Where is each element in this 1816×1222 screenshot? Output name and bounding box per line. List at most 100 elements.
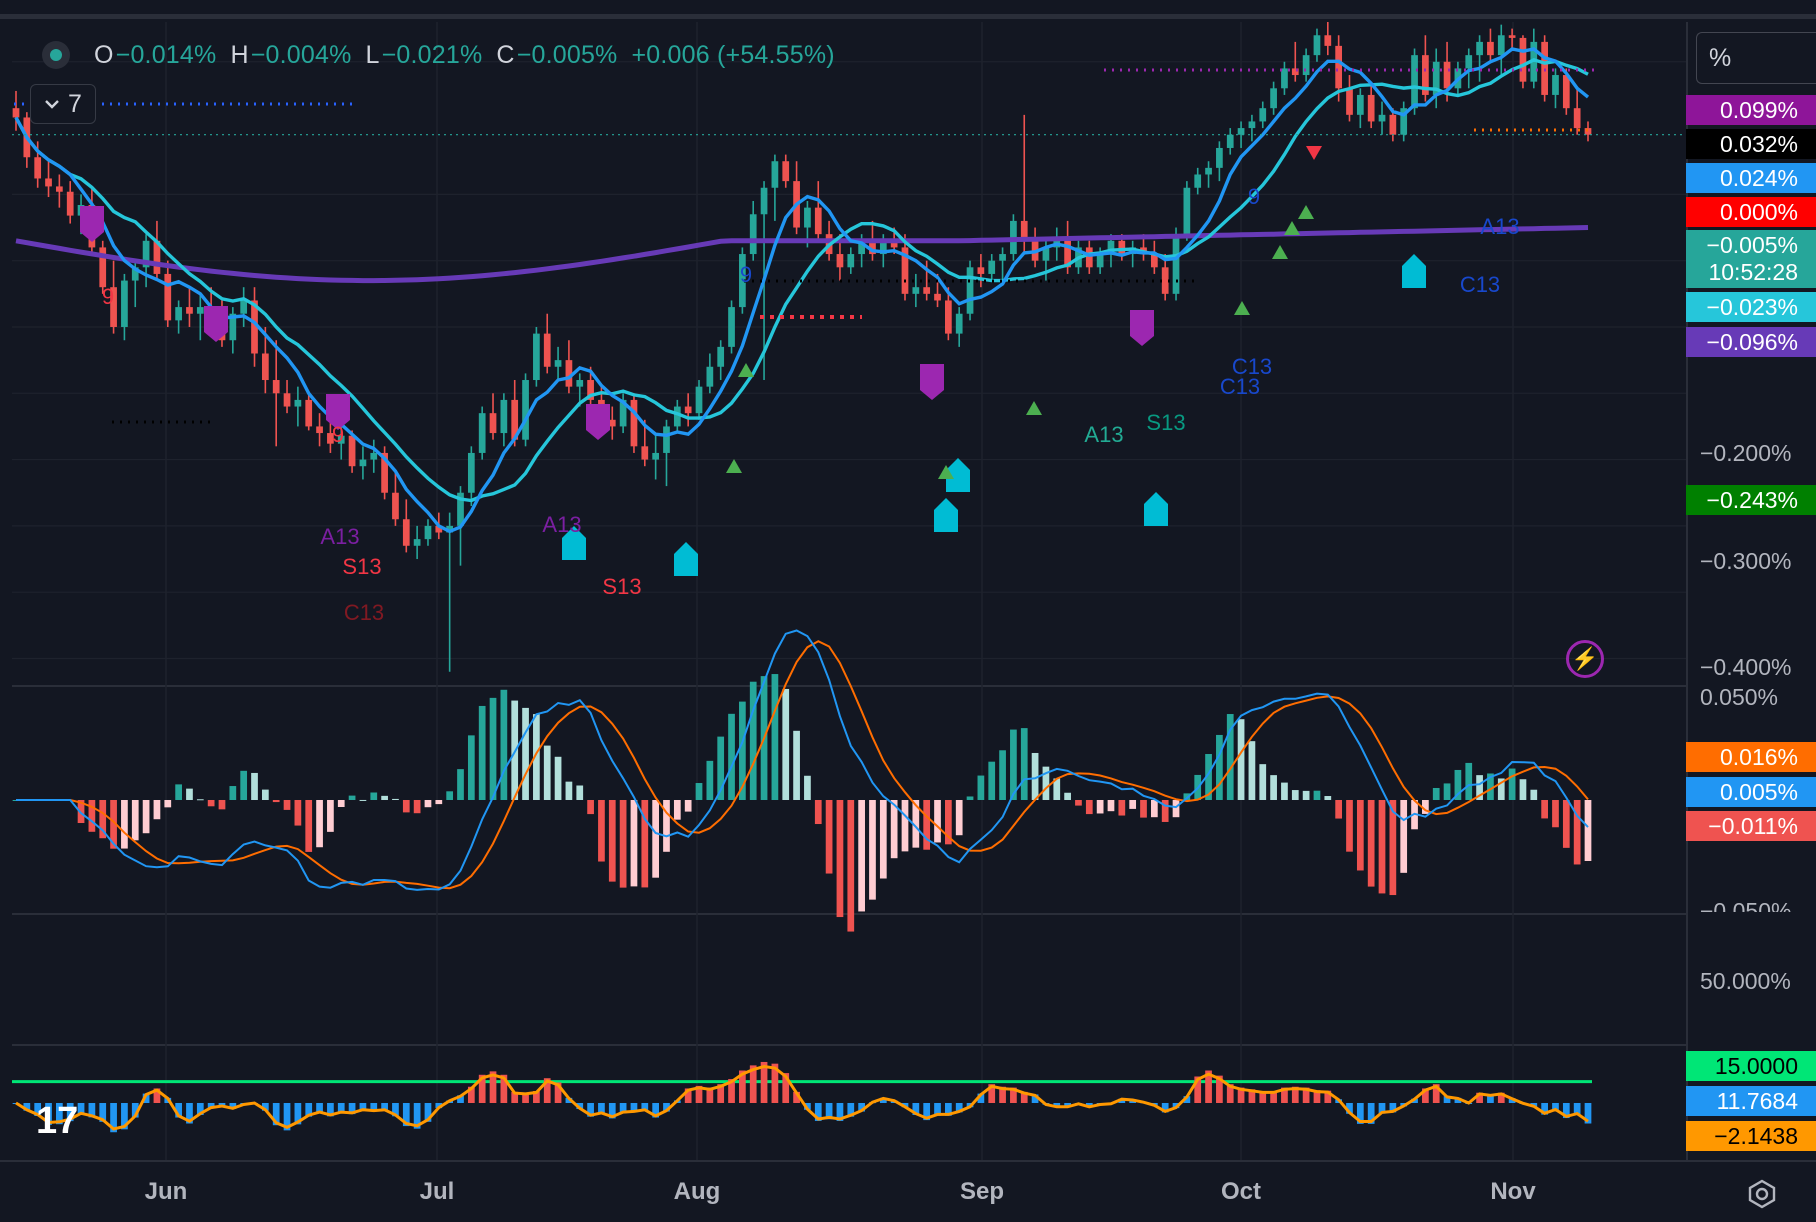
tag-osc-value: 11.7684 [1686,1086,1816,1116]
macd-histogram-bar [99,800,107,839]
candle-body [543,333,551,367]
macd-histogram-bar [229,786,237,800]
candle-body [1096,254,1104,268]
tag-histogram: −0.011% [1686,811,1816,841]
top-border [0,14,1816,19]
tag-support: −0.243% [1686,485,1816,515]
macd-histogram-bar [533,714,540,800]
candle-body [1313,35,1321,56]
tag-text: −0.011% [1708,812,1798,839]
close-value: −0.005% [516,40,618,69]
osc-bar [381,1103,388,1111]
candle-body [1085,247,1093,268]
macd-histogram-bar [901,800,909,852]
osc-bar [1205,1070,1212,1103]
osc-bar [23,1103,31,1111]
candle-body [944,300,952,334]
tag-text: −0.096% [1706,328,1798,355]
osc-bar [1476,1092,1483,1103]
macd-histogram-bar [890,800,898,859]
macd-histogram-bar [1356,800,1364,871]
candle-body [1302,55,1310,76]
candle-body [923,287,931,294]
macd-histogram-bar [1150,800,1158,818]
macd-histogram-bar [1064,792,1071,800]
candle-body [522,380,529,440]
candle-body [1226,134,1234,148]
osc-bar [782,1073,790,1103]
candle-body [1411,55,1418,109]
candle-body [1497,35,1505,56]
candle-body [782,161,790,182]
candle-body [121,280,128,327]
macd-histogram-bar [467,735,475,800]
candle-body [1356,94,1364,115]
candle-body [1216,147,1223,168]
candle-body [457,492,464,526]
candle-body [413,539,421,546]
macd-histogram-bar [272,800,280,803]
settings-icon[interactable] [1744,1176,1780,1212]
td-sequential-label: C13 [1220,374,1260,399]
macd-histogram-bar [196,799,204,801]
sell-pin-marker [920,364,944,400]
osc-bar [934,1103,941,1116]
macd-histogram-bar [522,707,529,800]
macd-histogram-bar [1205,754,1212,800]
macd-histogram-bar [576,785,584,800]
percent-scale-button[interactable]: % [1696,32,1816,84]
buy-arrow-marker [674,542,698,576]
osc-bar [728,1079,735,1103]
macd-histogram-bar [1075,800,1082,806]
osc-bar [858,1103,865,1112]
osc-bar [348,1103,356,1115]
macd-histogram-bar [121,800,128,849]
osc-bar [760,1061,768,1103]
macd-histogram-bar [142,800,150,834]
tag-level: 0.032% [1686,129,1816,159]
macd-histogram-bar [923,800,931,850]
macd-histogram-bar [598,800,605,862]
candle-body [1400,108,1408,135]
candle-body [1465,55,1473,69]
macd-histogram-bar [1487,773,1494,800]
up-triangle-marker [1272,245,1288,259]
td-sequential-label: S13 [602,574,641,599]
macd-histogram-bar [1140,800,1147,818]
candle-body [673,406,681,427]
osc-bar [739,1070,746,1103]
candle-body [34,157,42,179]
symbol-status-icon[interactable] [42,41,70,69]
candle-body [641,446,649,460]
td-sequential-label: S13 [1146,410,1185,435]
tag-text: 0.016% [1719,743,1798,770]
osc-bar [1443,1096,1451,1103]
macd-histogram-bar [489,697,497,800]
osc-bar [923,1103,931,1121]
macd-histogram-bar [847,800,855,932]
macd-histogram-bar [1562,800,1570,848]
macd-histogram-bar [435,800,443,805]
indicators-collapse-button[interactable]: 7 [30,84,96,124]
macd-histogram-bar [652,800,660,878]
osc-bar [1216,1075,1223,1103]
osc-bar [88,1103,96,1118]
osc-bar [825,1103,833,1120]
tag-ma-fast: 0.024% [1686,163,1816,193]
osc-bar [327,1103,334,1117]
tag-ma-mid: −0.023% [1686,292,1816,322]
tag-text: 0.099% [1719,96,1798,123]
lightning-icon[interactable]: ⚡ [1566,640,1604,678]
candle-body [858,240,865,255]
osc-bar [131,1103,139,1118]
ohlc-legend: O −0.014% H −0.004% L −0.021% C −0.005% +0.0… [42,38,849,72]
candle-body [879,240,887,255]
osc-bar [804,1103,811,1110]
macd-histogram-bar [608,800,616,882]
candle-body [131,267,139,281]
candle-body [381,452,388,493]
candle-body [186,307,193,314]
osc-bar [1497,1092,1505,1103]
countdown-text: 10:52:28 [1708,259,1798,285]
